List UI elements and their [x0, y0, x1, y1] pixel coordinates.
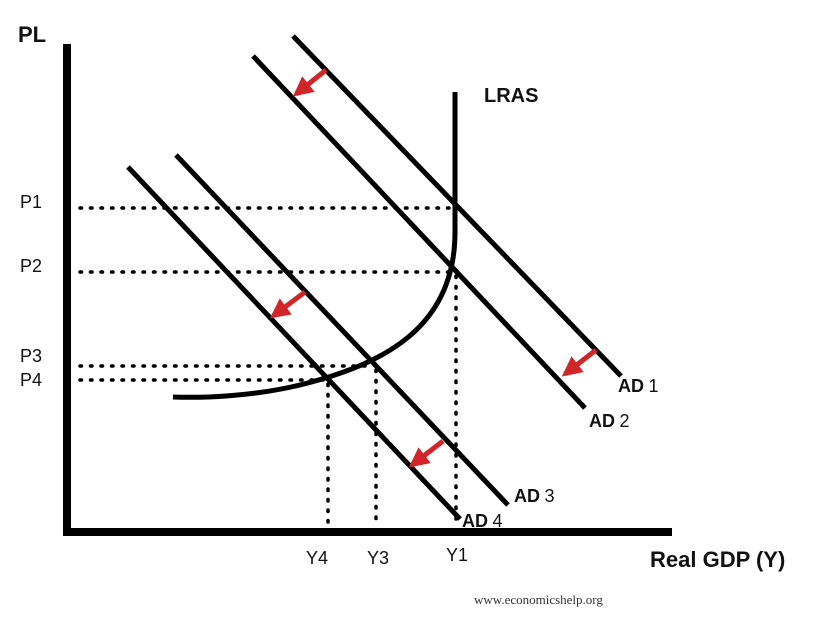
ad4-label-num: 4	[492, 511, 502, 531]
ad4-label-name: AD	[462, 511, 488, 531]
ad3-curve	[174, 153, 510, 507]
y4-label: Y4	[306, 548, 328, 568]
ad2-label-num: 2	[619, 411, 629, 431]
ad3-label: AD 3	[514, 486, 554, 506]
source-credit: www.economicshelp.org	[474, 592, 603, 607]
shift-arrow-upper-right	[561, 348, 598, 377]
ad2-label: AD 2	[589, 411, 629, 431]
ad3-label-num: 3	[544, 486, 554, 506]
y-axis-title: PL	[18, 22, 46, 47]
ad1-label-num: 1	[648, 376, 658, 396]
lras-curve	[172, 92, 458, 400]
ad1-label: AD 1	[618, 376, 658, 396]
ad1-label-name: AD	[618, 376, 644, 396]
ad4-curve	[126, 165, 462, 521]
lras-label: LRAS	[484, 85, 538, 107]
x-axis-title: Real GDP (Y)	[650, 547, 785, 572]
shift-arrow-lower-left	[269, 290, 307, 319]
shift-arrows	[269, 68, 598, 468]
p2-label: P2	[20, 256, 42, 276]
p4-label: P4	[20, 370, 42, 390]
ad2-curve	[251, 54, 587, 410]
p1-label: P1	[20, 192, 42, 212]
shift-arrow-upper	[292, 68, 328, 97]
ad2-label-name: AD	[589, 411, 615, 431]
y3-label: Y3	[367, 548, 389, 568]
y1-label: Y1	[446, 545, 468, 565]
ad4-label: AD 4	[462, 511, 502, 531]
p3-label: P3	[20, 346, 42, 366]
guide-lines	[78, 206, 458, 524]
shift-arrow-lower	[408, 439, 445, 468]
ad3-label-name: AD	[514, 486, 540, 506]
